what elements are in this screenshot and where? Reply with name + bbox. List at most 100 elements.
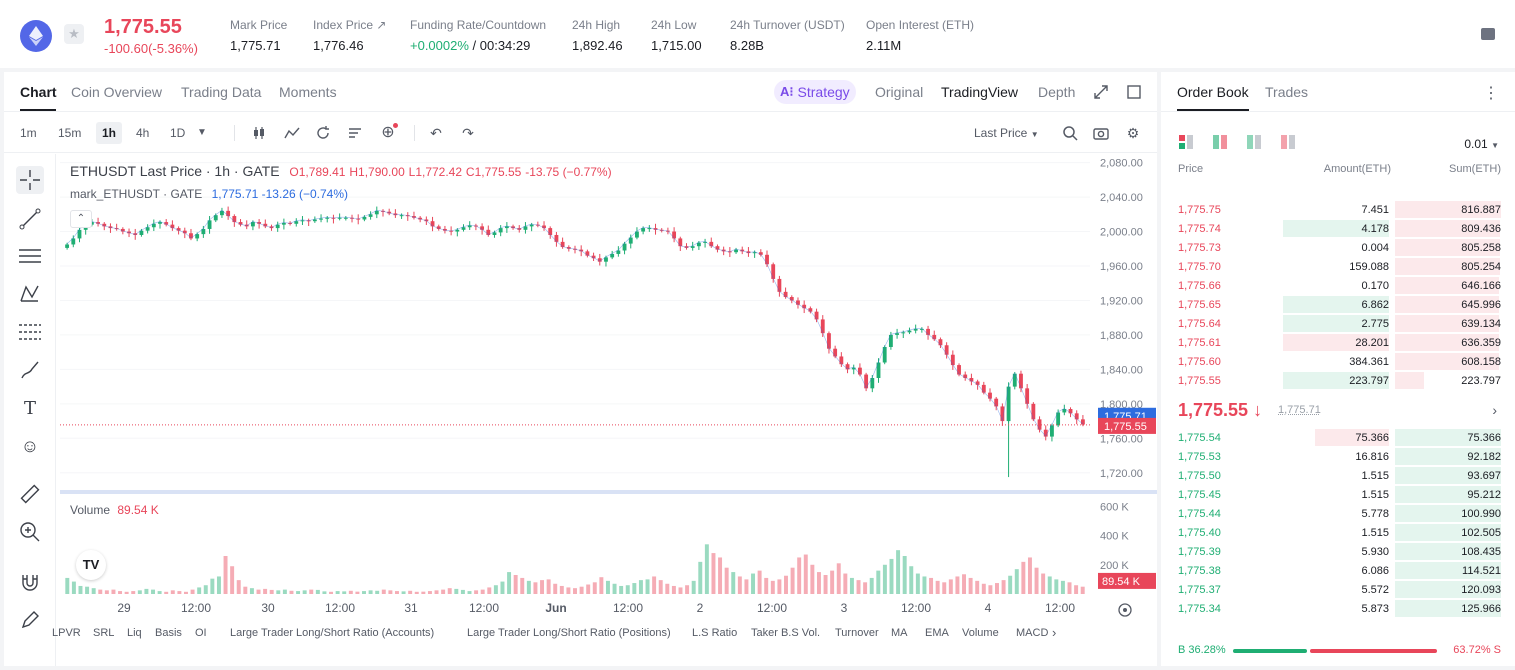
template-icon[interactable]	[347, 125, 363, 141]
layout-asks-icon[interactable]	[1280, 134, 1296, 150]
ask-row[interactable]: 1,775.70 159.088 805.254	[1161, 257, 1515, 276]
bid-row[interactable]: 1,775.34 5.873 125.966	[1161, 599, 1515, 618]
book-icon[interactable]	[1481, 28, 1495, 40]
ask-row[interactable]: 1,775.61 28.201 636.359	[1161, 333, 1515, 352]
tab-trading-data[interactable]: Trading Data	[181, 84, 262, 100]
bid-row[interactable]: 1,775.38 6.086 114.521	[1161, 561, 1515, 580]
refresh-icon[interactable]	[315, 125, 331, 141]
ask-row[interactable]: 1,775.66 0.170 646.166	[1161, 276, 1515, 295]
indicator-4[interactable]: OI	[195, 627, 207, 639]
view-original[interactable]: Original	[875, 84, 924, 100]
tradingview-logo-icon[interactable]: TV	[76, 550, 106, 580]
bid-row[interactable]: 1,775.44 5.778 100.990	[1161, 504, 1515, 523]
bid-row[interactable]: 1,775.54 75.366 75.366	[1161, 428, 1515, 447]
fullscreen-icon[interactable]	[1094, 85, 1108, 99]
stat-label[interactable]: Index Price ↗	[313, 18, 387, 32]
brush-tool-icon[interactable]	[16, 356, 44, 384]
indicator-1[interactable]: SRL	[93, 627, 115, 639]
indicator-6[interactable]: Large Trader Long/Short Ratio (Positions…	[467, 627, 671, 639]
more-vertical-icon[interactable]: ⋮	[1483, 85, 1499, 102]
fib-tool-icon[interactable]	[16, 318, 44, 346]
ask-row[interactable]: 1,775.60 384.361 608.158	[1161, 352, 1515, 371]
candle-body	[870, 378, 875, 389]
redo-icon[interactable]: ↷	[462, 125, 474, 141]
bid-row[interactable]: 1,775.53 16.816 92.182	[1161, 447, 1515, 466]
window-icon[interactable]	[1127, 85, 1141, 99]
trendline-tool-icon[interactable]	[16, 205, 44, 233]
add-indicator-icon[interactable]: ⊕	[380, 123, 398, 141]
magnet-icon[interactable]	[16, 568, 44, 596]
tab-trades[interactable]: Trades	[1265, 84, 1309, 100]
settings-gear-icon[interactable]: ⚙	[1126, 125, 1140, 141]
chevron-right-icon[interactable]: ›	[1492, 402, 1497, 418]
volume-bar	[975, 580, 980, 594]
layout-both-icon[interactable]	[1178, 134, 1194, 150]
volume-bar	[942, 582, 947, 594]
indicator-5[interactable]: Large Trader Long/Short Ratio (Accounts)	[230, 627, 435, 639]
horizontal-lines-tool-icon[interactable]	[16, 242, 44, 270]
tab-order-book[interactable]: Order Book	[1177, 84, 1249, 100]
favorite-star-icon[interactable]: ★	[64, 24, 84, 44]
interval-1h[interactable]: 1h	[96, 122, 123, 144]
volume-bar	[447, 588, 452, 594]
interval-1m[interactable]: 1m	[20, 126, 37, 140]
indicator-scroll-right-icon[interactable]: ›	[1052, 625, 1057, 640]
ask-row[interactable]: 1,775.65 6.862 645.996	[1161, 295, 1515, 314]
volume-bar	[856, 580, 861, 594]
tab-coin-overview[interactable]: Coin Overview	[71, 84, 163, 100]
price-chart[interactable]: 2,080.00 2,040.00 2,000.00 1,960.00 1,920.00…	[60, 154, 1157, 666]
candle-type-icon[interactable]	[252, 125, 268, 141]
ask-row[interactable]: 1,775.74 4.178 809.436	[1161, 219, 1515, 238]
camera-icon[interactable]	[1093, 125, 1109, 141]
view-depth[interactable]: Depth	[1038, 84, 1076, 100]
crosshair-tool-icon[interactable]	[16, 166, 44, 194]
emoji-tool-icon[interactable]: ☺	[20, 435, 40, 456]
pencil-lock-icon[interactable]	[16, 606, 44, 634]
interval-15m[interactable]: 15m	[58, 126, 82, 140]
indicator-13[interactable]: MACD	[1016, 627, 1049, 639]
volume-bar	[335, 591, 340, 594]
precision-select[interactable]: 0.01 ▼	[1464, 137, 1499, 151]
ask-row[interactable]: 1,775.75 7.451 816.887	[1161, 200, 1515, 219]
strategy-button[interactable]: A⁝ Strategy	[774, 80, 856, 104]
indicator-9[interactable]: Turnover	[835, 627, 879, 639]
candle-body	[771, 264, 776, 279]
interval-1d[interactable]: 1D	[170, 126, 186, 140]
bid-row[interactable]: 1,775.39 5.930 108.435	[1161, 542, 1515, 561]
indicator-icon[interactable]	[284, 125, 300, 141]
active-tab-indicator	[20, 109, 56, 111]
indicator-0[interactable]: LPVR	[52, 627, 81, 639]
view-tradingview[interactable]: TradingView	[941, 84, 1019, 100]
candle-body	[201, 228, 206, 235]
bid-row[interactable]: 1,775.40 1.515 102.505	[1161, 523, 1515, 542]
interval-dropdown-icon[interactable]: ▼	[197, 127, 207, 138]
tab-chart[interactable]: Chart	[20, 84, 57, 100]
indicator-7[interactable]: L.S Ratio	[692, 627, 738, 639]
ask-row[interactable]: 1,775.55 223.797 223.797	[1161, 371, 1515, 390]
time-axis-label: 29	[117, 601, 131, 615]
indicator-10[interactable]: MA	[891, 627, 908, 639]
undo-icon[interactable]: ↶	[430, 125, 442, 141]
chart-canvas[interactable]: 2,080.00 2,040.00 2,000.00 1,960.00 1,920.00…	[60, 154, 1157, 666]
ask-row[interactable]: 1,775.73 0.004 805.258	[1161, 238, 1515, 257]
bid-row[interactable]: 1,775.45 1.515 95.212	[1161, 485, 1515, 504]
search-icon[interactable]	[1062, 125, 1078, 141]
layout-split-icon[interactable]	[1212, 134, 1228, 150]
interval-4h[interactable]: 4h	[136, 126, 150, 140]
indicator-12[interactable]: Volume	[962, 627, 999, 639]
bid-row[interactable]: 1,775.37 5.572 120.093	[1161, 580, 1515, 599]
ruler-tool-icon[interactable]	[16, 480, 44, 508]
tab-moments[interactable]: Moments	[279, 84, 337, 100]
indicator-3[interactable]: Basis	[155, 627, 182, 639]
indicator-11[interactable]: EMA	[925, 627, 949, 639]
text-tool-icon[interactable]: T	[23, 397, 36, 419]
indicator-8[interactable]: Taker B.S Vol.	[751, 627, 821, 639]
price-type-select[interactable]: Last Price ▼	[974, 126, 1039, 140]
layout-bids-icon[interactable]	[1246, 134, 1262, 150]
bid-row[interactable]: 1,775.50 1.515 93.697	[1161, 466, 1515, 485]
indicator-2[interactable]: Liq	[127, 627, 142, 639]
ask-row[interactable]: 1,775.64 2.775 639.134	[1161, 314, 1515, 333]
collapse-legend-button[interactable]: ⌃	[70, 210, 92, 228]
pattern-tool-icon[interactable]	[16, 280, 44, 308]
zoom-in-icon[interactable]	[16, 518, 44, 546]
